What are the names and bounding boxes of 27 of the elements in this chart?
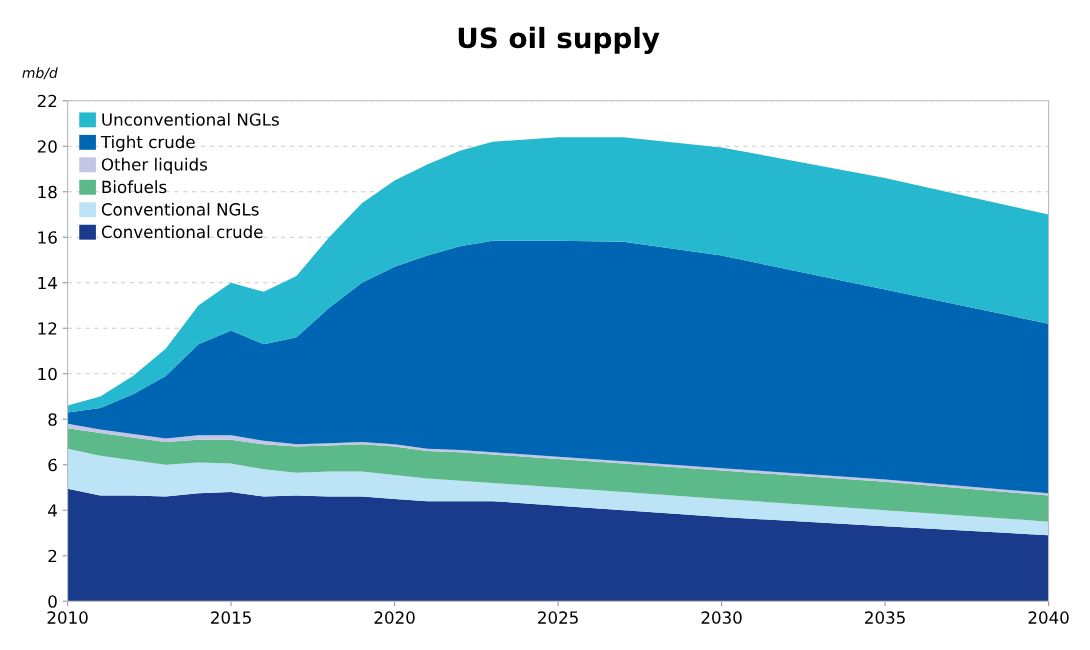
y-tick-label: 6 — [48, 458, 57, 472]
x-tick-label: 2020 — [374, 611, 415, 624]
x-tick-label: 2035 — [865, 611, 905, 624]
y-tick-label: 18 — [38, 185, 57, 199]
y-tick-label: 22 — [37, 94, 57, 108]
legend-label: Biofuels — [102, 180, 167, 194]
y-axis-title: mb/d — [22, 67, 58, 80]
x-tick-label: 2025 — [538, 611, 578, 624]
y-tick-label: 2 — [48, 549, 57, 563]
y-tick-label: 8 — [48, 413, 57, 426]
legend-label: Conventional crude — [101, 225, 263, 239]
x-tick-label: 2040 — [1028, 611, 1069, 624]
y-tick-label: 14 — [38, 276, 57, 290]
legend-label: Tight crude — [100, 135, 195, 152]
y-tick-label: 20 — [37, 140, 57, 153]
y-tick-label: 16 — [38, 231, 57, 244]
y-tick-label: 12 — [38, 322, 57, 335]
x-tick-label: 2010 — [47, 611, 88, 624]
legend-label: Other liquids — [101, 157, 208, 174]
y-tick-label: 4 — [48, 504, 57, 517]
x-tick-label: 2030 — [701, 611, 742, 624]
y-tick-label: 0 — [48, 595, 57, 608]
chart-title: US oil supply — [458, 26, 660, 54]
legend-label: Unconventional NGLs — [102, 112, 279, 126]
x-tick-label: 2015 — [211, 611, 251, 624]
legend-label: Conventional NGLs — [101, 202, 259, 216]
y-tick-label: 10 — [38, 367, 57, 381]
